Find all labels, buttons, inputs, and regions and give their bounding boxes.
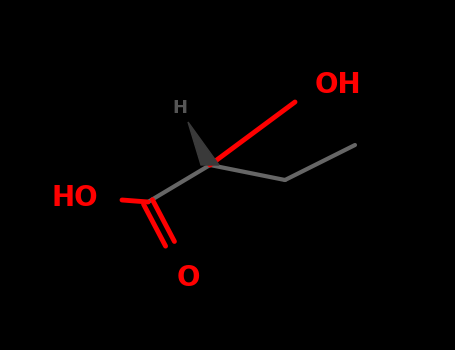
Text: OH: OH: [315, 71, 362, 99]
Text: O: O: [176, 264, 200, 292]
Text: H: H: [172, 99, 187, 117]
Polygon shape: [188, 122, 219, 165]
Text: HO: HO: [52, 184, 99, 212]
